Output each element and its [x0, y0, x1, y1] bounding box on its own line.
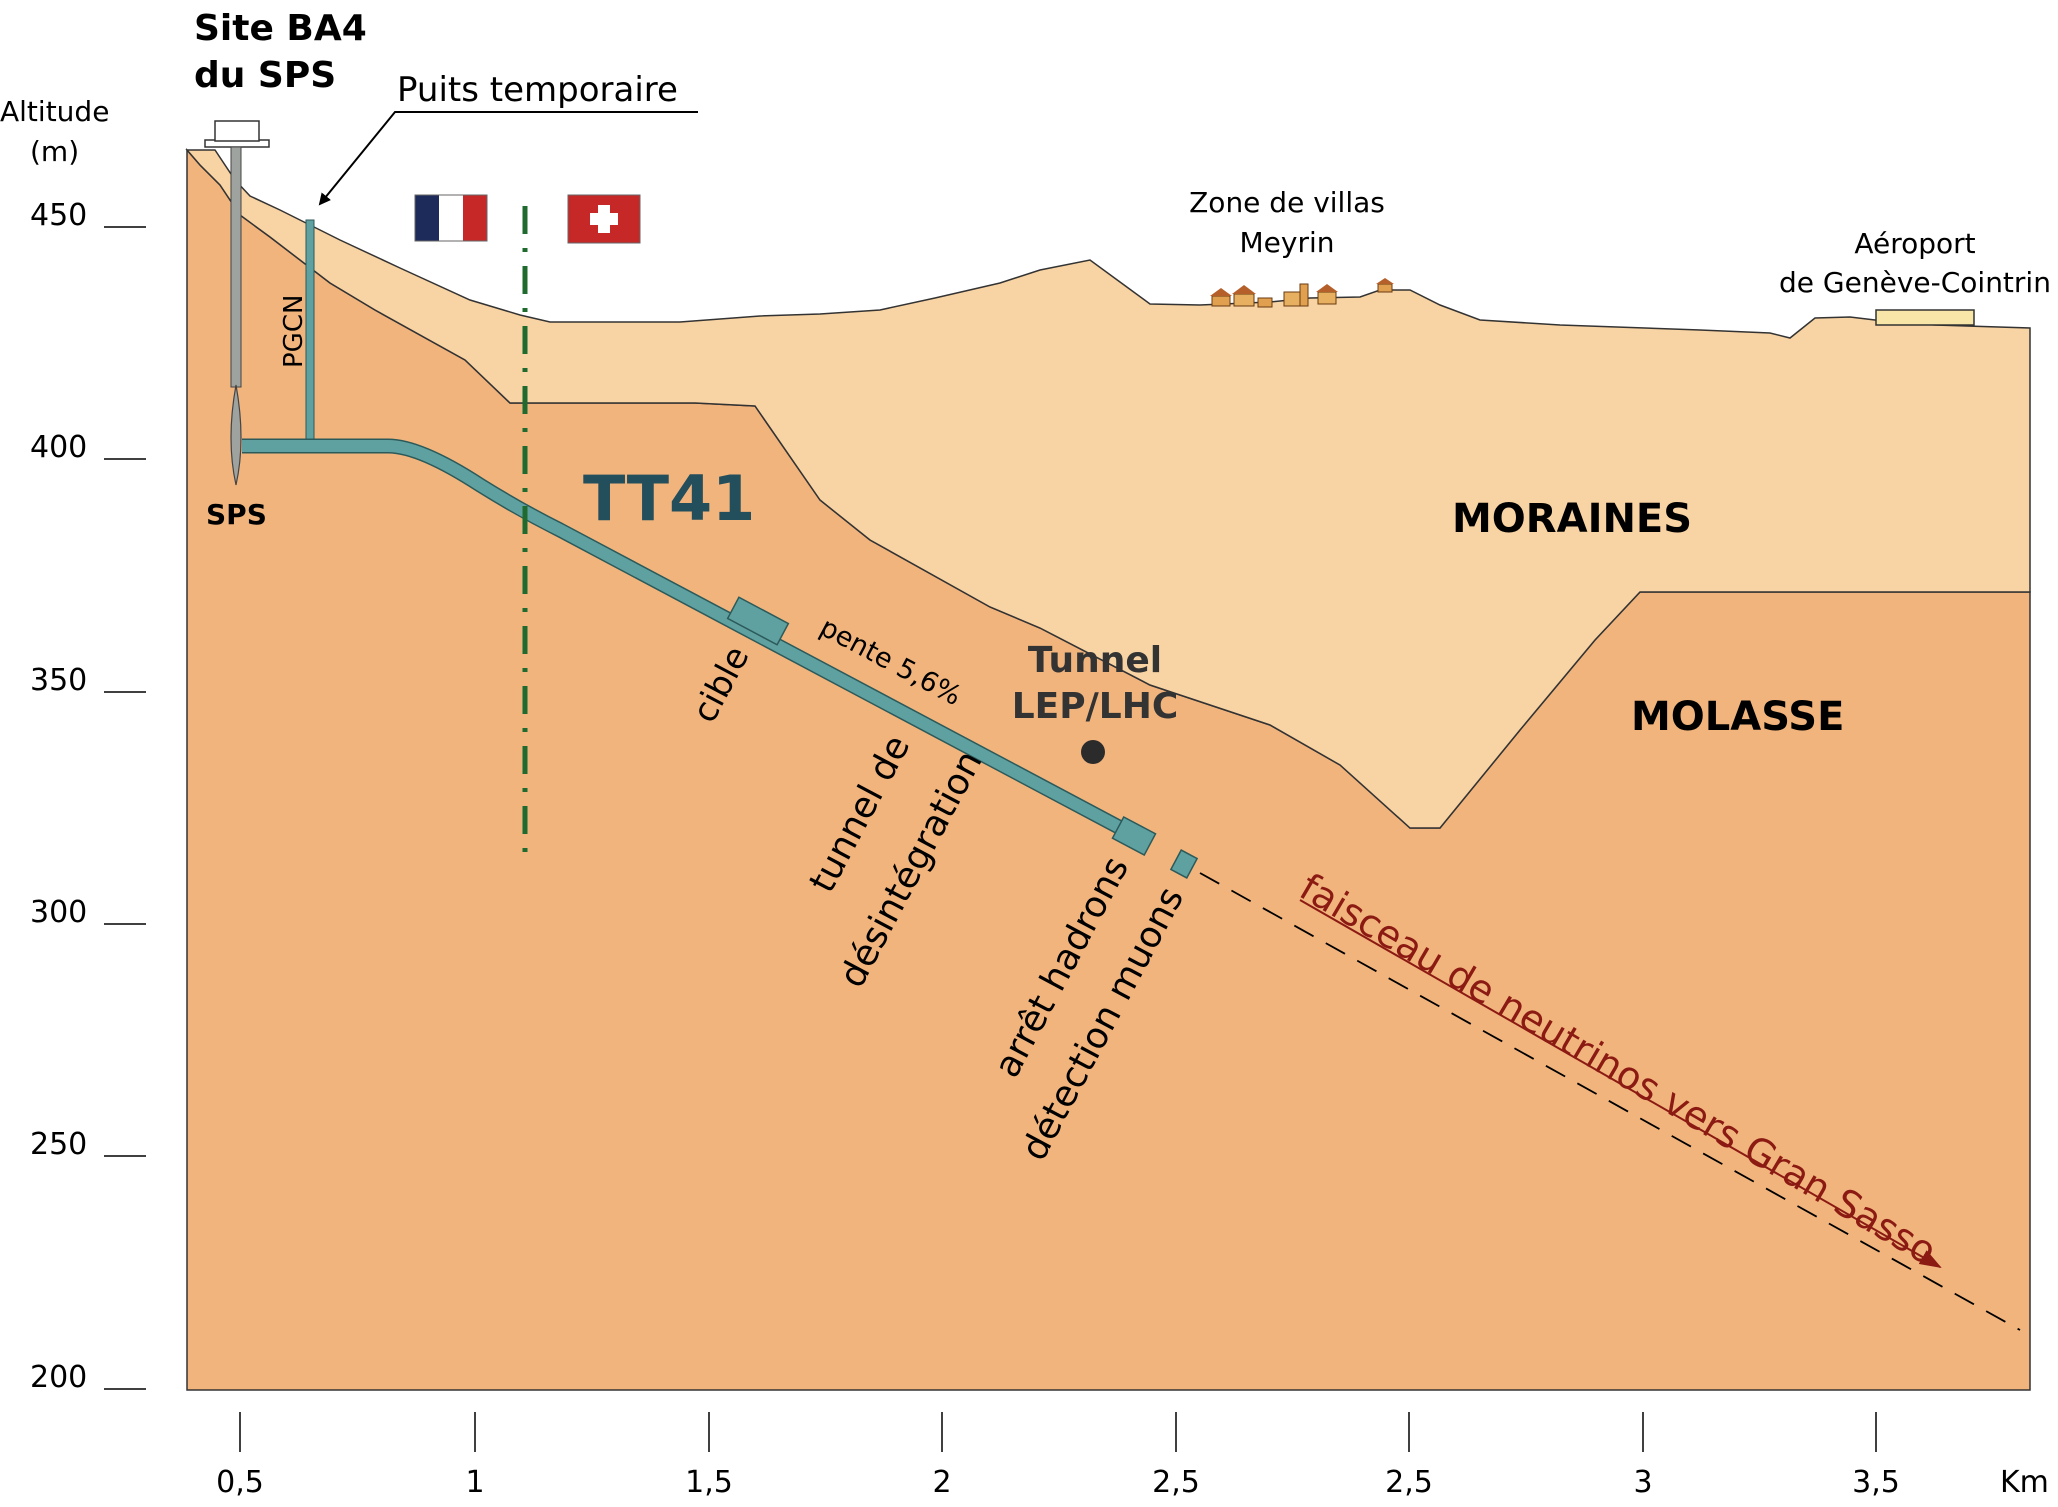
altitude-label-line2: (m): [30, 135, 79, 168]
x-tick-label-3: 3: [1633, 1465, 1652, 1500]
x-tick-label-1-5: 1,5: [685, 1465, 733, 1500]
pgcn-label: PGCN: [279, 295, 309, 368]
switzerland-flag-icon: [567, 194, 641, 244]
y-axis: 450 400 350 300 250 200 Altitude (m): [0, 95, 146, 1395]
temp-shaft-label: Puits temporaire: [397, 70, 678, 110]
hadron-stop-block: [1111, 815, 1157, 857]
molasse-label: MOLASSE: [1631, 694, 1844, 740]
x-tick-label-1: 1: [465, 1465, 484, 1500]
lep-label-line2: LEP/LHC: [1012, 686, 1179, 727]
altitude-label-line1: Altitude: [0, 95, 109, 128]
villas-label-line1: Zone de villas: [1189, 186, 1385, 219]
sps-label: SPS: [206, 498, 267, 531]
y-tick-label-300: 300: [30, 895, 87, 930]
airport-label-line2: de Genève-Cointrin: [1779, 266, 2051, 299]
site-label-line2: du SPS: [194, 55, 336, 96]
muon-detector-block: [1169, 849, 1199, 879]
y-tick-label-400: 400: [30, 430, 87, 465]
temp-shaft-arrow: [318, 111, 698, 206]
beam-dashed-line: [1199, 872, 2021, 1331]
sps-site: [204, 120, 270, 486]
x-tick-label-2: 2: [932, 1465, 951, 1500]
france-flag-icon: [414, 194, 488, 242]
x-tick-label-2-5a: 2,5: [1152, 1465, 1200, 1500]
tt41-label: TT41: [583, 462, 755, 535]
villas-label-line2: Meyrin: [1240, 226, 1335, 259]
y-tick-label-200: 200: [30, 1360, 87, 1395]
airport-building-icon: [1875, 309, 1975, 326]
airport-label-line1: Aéroport: [1854, 227, 1975, 260]
x-tick-label-0-5: 0,5: [216, 1465, 264, 1500]
y-tick-label-450: 450: [30, 198, 87, 233]
lep-tunnel-dot: [1081, 740, 1105, 764]
y-tick-label-350: 350: [30, 663, 87, 698]
x-tick-label-3-5: 3,5: [1852, 1465, 1900, 1500]
sps-ring: [230, 384, 242, 486]
lep-label-line1: Tunnel: [1028, 640, 1162, 681]
villas-icon: [1210, 278, 1394, 308]
moraines-label: MORAINES: [1452, 496, 1692, 542]
x-axis: 0,5 1 1,5 2 2,5 2,5 3 3,5 Km: [216, 1412, 2049, 1500]
y-tick-label-250: 250: [30, 1127, 87, 1162]
site-label-line1: Site BA4: [194, 8, 367, 49]
x-tick-label-2-5b: 2,5: [1385, 1465, 1433, 1500]
beam-arrow: [1299, 899, 1942, 1268]
moraines-layer: [185, 149, 2031, 829]
target-block: [726, 596, 790, 646]
x-unit-label: Km: [2000, 1465, 2049, 1500]
